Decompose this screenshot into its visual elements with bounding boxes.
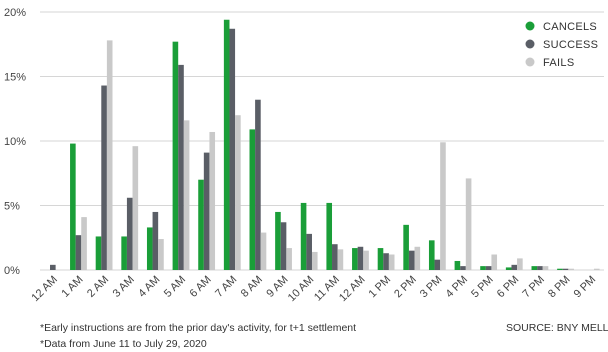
bar-success-13	[383, 253, 389, 270]
bar-cancels-16	[454, 260, 461, 270]
bar-cancels-2	[95, 236, 102, 270]
bar-success-1	[75, 235, 82, 270]
x-tick-label-13: 1 PM	[367, 274, 394, 301]
x-tick-label-21: 9 PM	[572, 274, 599, 301]
bar-fails-1	[81, 217, 87, 270]
bar-cancels-4	[146, 227, 153, 270]
bar-success-12	[357, 246, 364, 270]
bar-success-6	[203, 152, 210, 270]
x-tick-label-2: 2 AM	[85, 274, 111, 300]
x-tick-label-6: 6 AM	[188, 274, 214, 300]
y-tick-label-5: 5%	[4, 201, 20, 213]
x-tick-label-19: 7 PM	[520, 274, 547, 301]
x-tick-label-5: 5 AM	[162, 274, 188, 300]
bar-success-10	[306, 233, 312, 270]
legend-marker-fails	[525, 57, 535, 67]
footnote-data-range: *Data from June 11 to July 29, 2020	[40, 338, 207, 350]
footnote-early-instructions: *Early instructions are from the prior d…	[40, 322, 357, 334]
bar-fails-2	[106, 40, 113, 270]
bar-cancels-19	[531, 266, 538, 270]
bar-fails-19	[542, 266, 549, 270]
bar-fails-18	[517, 258, 523, 270]
bar-fails-15	[440, 142, 446, 270]
bar-success-8	[255, 99, 261, 270]
x-tick-label-7: 7 AM	[213, 274, 239, 300]
bar-success-17	[485, 266, 492, 270]
bar-fails-4	[158, 239, 164, 270]
bar-cancels-1	[70, 143, 76, 270]
x-tick-label-4: 4 AM	[136, 274, 162, 300]
bar-cancels-8	[249, 129, 256, 270]
bar-success-20	[562, 268, 569, 270]
bar-fails-14	[414, 246, 421, 270]
bar-cancels-12	[352, 248, 358, 270]
y-tick-label-10: 10%	[4, 136, 26, 148]
bar-cancels-9	[275, 211, 281, 270]
bar-cancels-10	[300, 202, 307, 270]
bar-success-5	[178, 64, 184, 270]
bar-success-0	[50, 264, 56, 270]
bar-fails-9	[286, 248, 292, 270]
bar-fails-10	[311, 251, 318, 270]
bar-fails-21	[593, 268, 600, 270]
bar-fails-7	[235, 115, 241, 270]
x-tick-label-10: 10 AM	[286, 274, 317, 305]
x-tick-label-0: 12 AM	[29, 274, 60, 305]
x-tick-label-20: 8 PM	[546, 274, 573, 301]
bar-cancels-14	[403, 224, 409, 270]
x-tick-label-3: 3 AM	[111, 274, 137, 300]
legend-label-cancels: CANCELS	[543, 21, 597, 33]
legend-marker-cancels	[525, 21, 535, 31]
bar-cancels-5	[172, 41, 179, 270]
bar-success-18	[511, 264, 518, 270]
legend-label-fails: FAILS	[543, 57, 574, 69]
bar-success-19	[537, 266, 543, 270]
bar-success-7	[229, 28, 236, 270]
bar-fails-20	[568, 268, 574, 270]
bar-success-14	[408, 250, 415, 270]
legend-label-success: SUCCESS	[543, 39, 598, 51]
x-tick-label-18: 6 PM	[495, 274, 522, 301]
x-tick-label-8: 8 AM	[239, 274, 265, 300]
bar-fails-16	[465, 178, 472, 270]
bar-success-9	[280, 222, 287, 270]
y-tick-label-0: 0%	[4, 265, 20, 277]
source-label: SOURCE: BNY MELLON	[506, 322, 608, 334]
bar-fails-3	[132, 146, 139, 270]
bar-cancels-20	[557, 268, 563, 270]
bar-cancels-3	[121, 236, 127, 270]
x-tick-label-17: 5 PM	[469, 274, 496, 301]
bar-cancels-15	[428, 240, 435, 270]
legend-marker-success	[525, 39, 535, 49]
bar-fails-8	[260, 232, 267, 270]
x-tick-label-14: 2 PM	[392, 274, 419, 301]
bar-fails-6	[209, 131, 216, 270]
bar-fails-13	[388, 254, 395, 270]
y-tick-label-20: 20%	[4, 7, 26, 19]
x-tick-label-12: 12 AM	[337, 274, 368, 305]
x-tick-label-11: 11 AM	[312, 274, 342, 304]
bar-success-16	[460, 266, 466, 270]
bar-success-2	[101, 85, 107, 270]
bar-cancels-7	[223, 19, 230, 270]
bar-success-4	[152, 211, 159, 270]
bar-cancels-6	[198, 179, 204, 270]
bar-cancels-13	[377, 248, 384, 270]
bar-success-15	[434, 259, 441, 270]
bar-fails-11	[337, 249, 344, 270]
bar-fails-5	[183, 120, 190, 270]
x-tick-label-16: 4 PM	[443, 274, 470, 301]
x-tick-label-15: 3 PM	[418, 274, 445, 301]
bar-cancels-18	[505, 267, 512, 270]
bar-fails-17	[491, 254, 498, 270]
y-tick-label-15: 15%	[4, 72, 26, 84]
bar-fails-12	[363, 250, 369, 270]
bar-cancels-11	[326, 202, 333, 270]
x-tick-label-1: 1 AM	[59, 274, 85, 300]
bar-cancels-17	[480, 266, 486, 270]
bar-success-11	[332, 244, 338, 270]
bar-success-3	[126, 197, 133, 270]
